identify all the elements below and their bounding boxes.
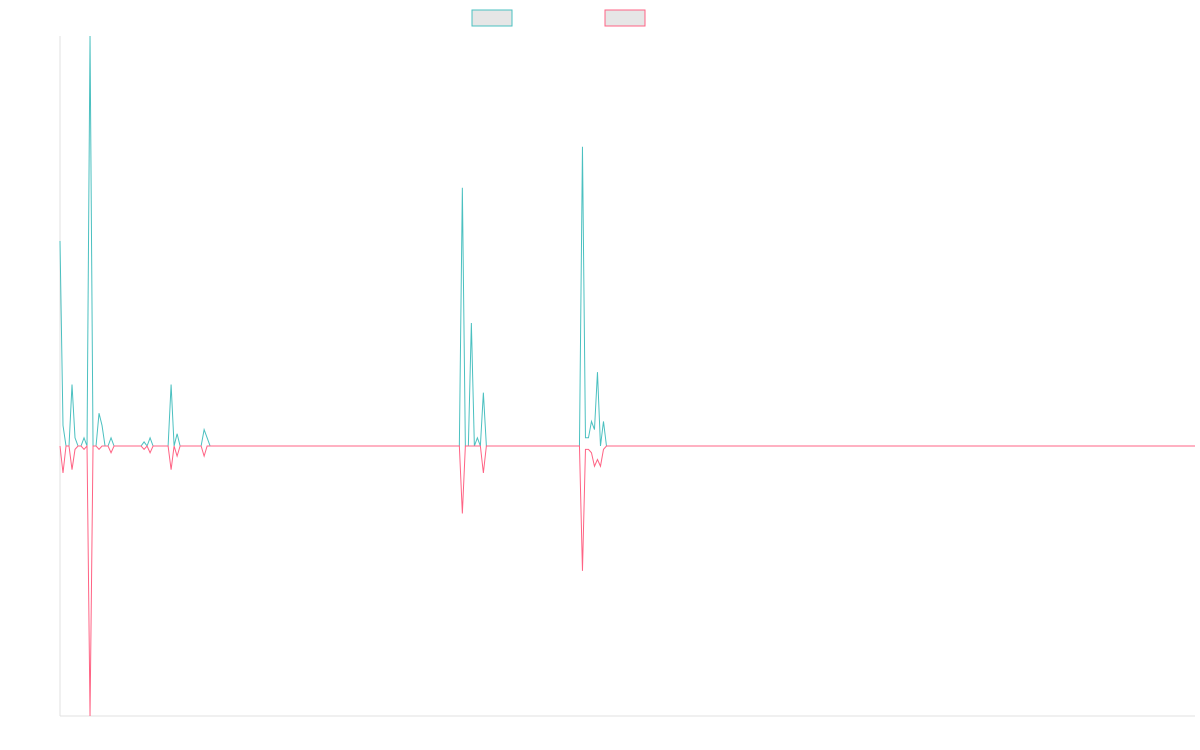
plot-area [59,35,1195,717]
legend-swatch-1[interactable] [471,9,513,27]
legend [471,9,646,27]
series-line-1 [59,35,1195,448]
legend-swatch-2[interactable] [604,9,646,27]
axes [59,36,1195,717]
series-line-2 [59,444,1195,717]
